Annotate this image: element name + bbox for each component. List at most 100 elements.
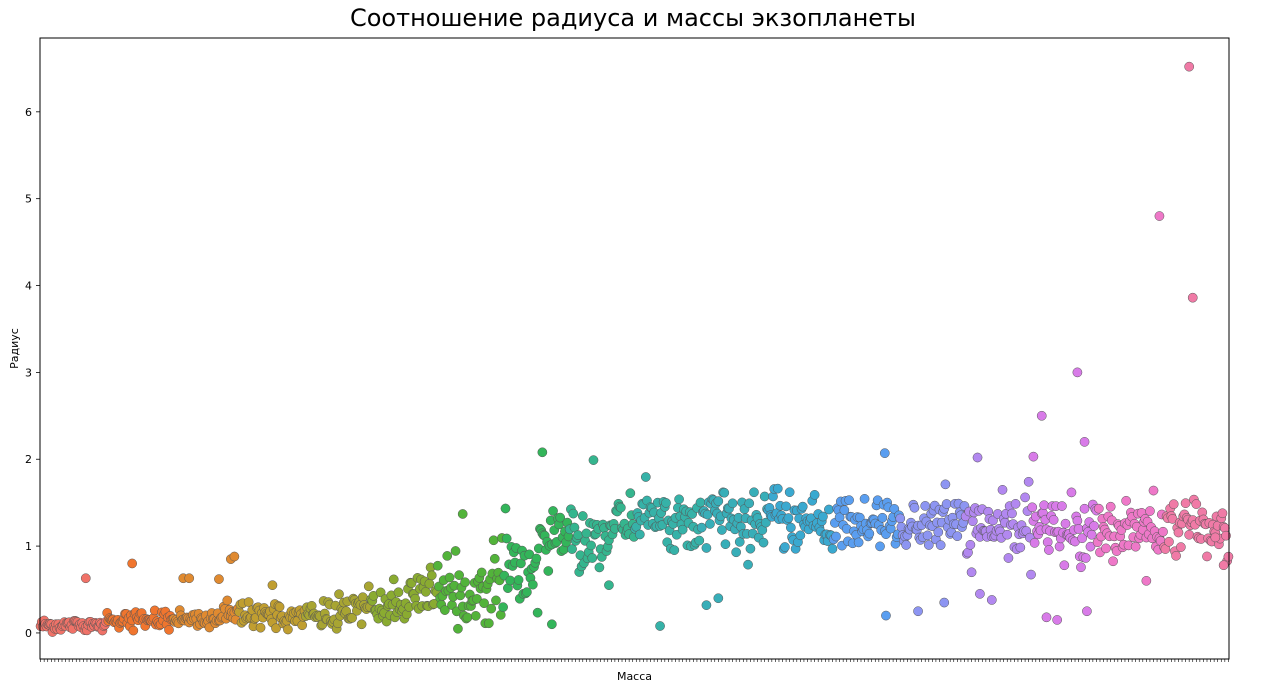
data-point xyxy=(1072,515,1083,526)
data-point xyxy=(1052,615,1063,625)
data-point xyxy=(586,540,596,551)
data-point xyxy=(941,499,952,509)
data-point xyxy=(1108,556,1118,567)
data-point xyxy=(214,574,224,584)
data-point xyxy=(1158,526,1168,537)
data-point xyxy=(432,560,443,571)
data-point xyxy=(965,539,976,550)
data-point xyxy=(424,578,435,589)
data-point xyxy=(1020,492,1030,503)
data-point xyxy=(859,493,870,504)
data-point xyxy=(1023,476,1034,487)
data-point xyxy=(274,602,285,612)
data-point xyxy=(1026,569,1036,580)
data-point xyxy=(1093,503,1104,514)
data-point xyxy=(522,587,532,597)
data-point xyxy=(831,531,841,542)
data-point xyxy=(717,525,727,535)
data-point xyxy=(440,605,450,615)
y-tick-label: 4 xyxy=(25,280,32,293)
x-ticks xyxy=(40,659,1229,662)
data-point xyxy=(784,487,795,498)
data-point xyxy=(635,529,645,540)
data-point xyxy=(935,540,946,550)
data-point xyxy=(164,625,174,635)
data-point xyxy=(577,511,588,521)
data-point xyxy=(1048,515,1059,525)
data-point xyxy=(674,494,684,505)
data-point xyxy=(267,580,278,591)
data-point xyxy=(1184,529,1195,540)
data-point xyxy=(640,472,651,482)
data-point xyxy=(347,613,357,623)
data-point xyxy=(720,539,731,550)
data-point xyxy=(758,537,769,548)
data-point xyxy=(470,611,481,621)
data-point xyxy=(334,589,344,600)
data-point xyxy=(388,574,399,585)
data-point xyxy=(695,497,706,508)
data-point xyxy=(255,622,266,633)
data-points xyxy=(35,61,1234,637)
data-point xyxy=(809,489,820,500)
data-point xyxy=(1218,560,1229,571)
data-point xyxy=(780,542,790,552)
data-point xyxy=(455,590,466,601)
data-point xyxy=(271,623,281,634)
data-point xyxy=(986,595,997,605)
data-point xyxy=(1007,508,1017,519)
data-point xyxy=(745,543,756,554)
data-point xyxy=(393,587,404,598)
data-point xyxy=(568,508,579,519)
data-point xyxy=(1130,541,1141,552)
y-tick-label: 5 xyxy=(25,193,32,206)
x-tick-marks xyxy=(40,659,1229,662)
data-point xyxy=(1202,551,1212,562)
y-tick-label: 6 xyxy=(25,106,32,119)
data-point xyxy=(966,567,977,578)
data-point xyxy=(1057,501,1067,511)
data-point xyxy=(1176,542,1186,552)
data-point xyxy=(719,487,730,498)
data-point xyxy=(1168,499,1179,510)
data-point xyxy=(655,621,665,631)
data-point xyxy=(1002,529,1013,540)
data-point xyxy=(713,496,724,506)
data-point xyxy=(797,501,808,512)
data-point xyxy=(731,547,742,558)
data-point xyxy=(795,530,806,541)
data-point xyxy=(500,503,511,514)
data-point xyxy=(772,483,783,494)
data-point xyxy=(1148,485,1159,496)
data-point xyxy=(1003,553,1014,563)
data-point xyxy=(727,498,738,509)
data-point xyxy=(920,501,931,511)
data-point xyxy=(713,593,724,604)
data-point xyxy=(701,543,712,553)
x-axis-label: Масса xyxy=(617,670,652,683)
data-point xyxy=(1080,553,1091,563)
data-point xyxy=(827,543,838,554)
data-point xyxy=(594,562,605,573)
data-point xyxy=(1145,506,1155,516)
data-point xyxy=(537,447,548,458)
data-point xyxy=(457,509,468,519)
data-point xyxy=(1082,606,1092,617)
data-point xyxy=(453,623,463,634)
data-point xyxy=(1171,550,1181,561)
data-point xyxy=(375,587,386,598)
data-point xyxy=(1079,503,1090,514)
data-point xyxy=(479,598,489,609)
data-point xyxy=(734,537,745,547)
data-point xyxy=(1060,518,1071,529)
data-point xyxy=(864,528,875,539)
data-point xyxy=(128,625,139,636)
data-point xyxy=(1191,499,1202,509)
data-point xyxy=(1041,612,1052,623)
data-point xyxy=(229,551,240,562)
data-point xyxy=(781,501,791,512)
data-point xyxy=(1105,501,1116,512)
data-point xyxy=(824,504,834,515)
data-point xyxy=(1101,543,1111,554)
data-point xyxy=(759,491,770,502)
